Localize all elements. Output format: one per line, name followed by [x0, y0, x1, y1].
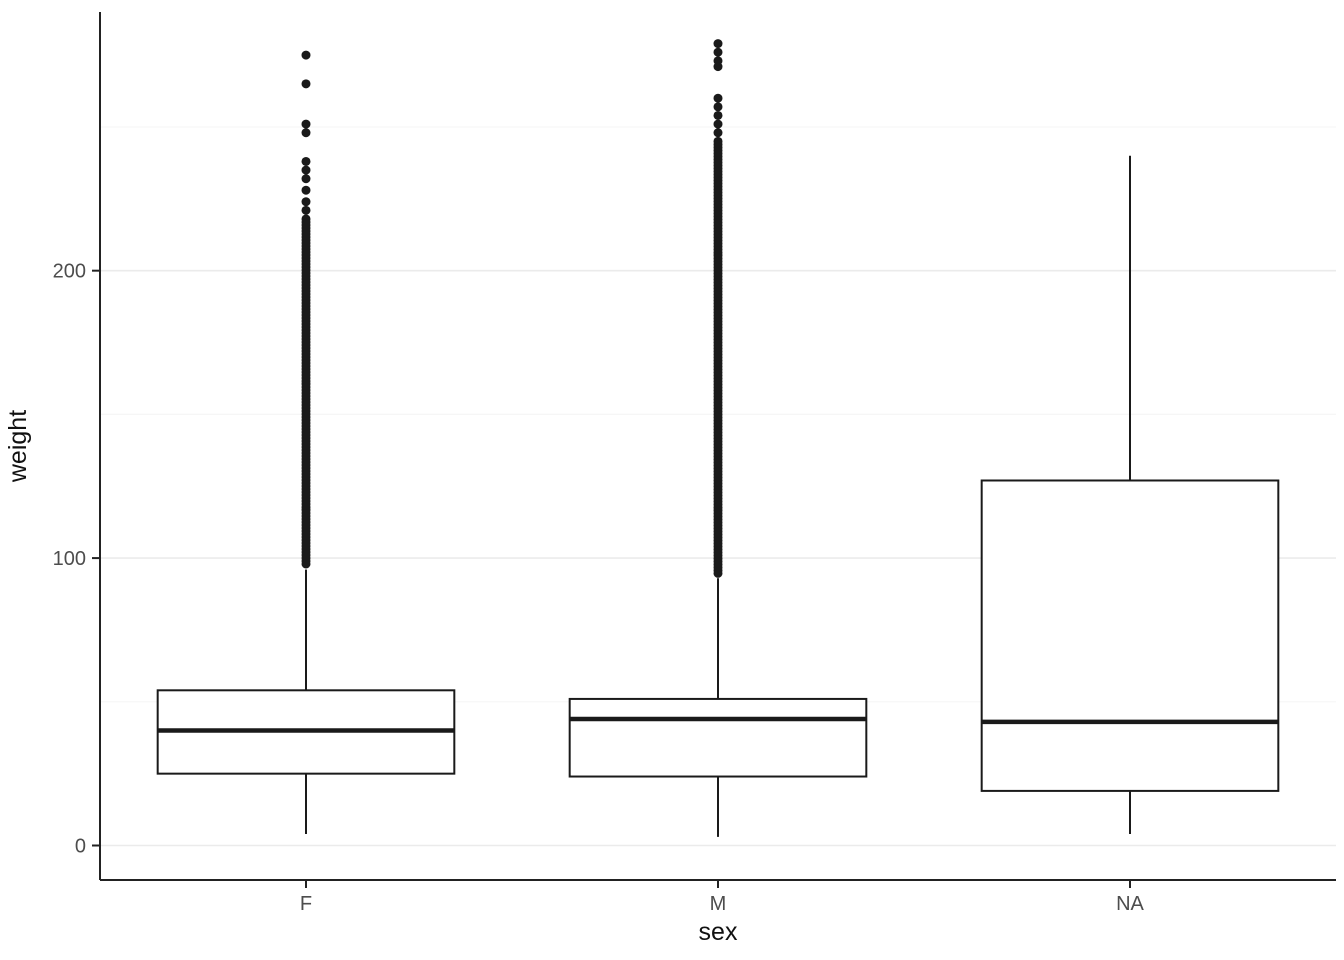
- outlier-point: [713, 102, 723, 112]
- iqr-box: [980, 479, 1280, 792]
- y-tick-label: 0: [75, 836, 86, 858]
- outlier-point: [713, 47, 723, 57]
- outlier-point: [301, 119, 311, 129]
- outlier-point: [301, 128, 311, 138]
- y-tick-label: 200: [53, 261, 86, 283]
- boxplot-M: [568, 39, 868, 837]
- boxplot-F: [156, 50, 456, 835]
- outlier-point: [301, 559, 311, 569]
- outlier-point: [301, 156, 311, 166]
- x-tick-label: F: [300, 893, 312, 915]
- outlier-point: [713, 119, 723, 129]
- y-axis-label: weight: [4, 410, 32, 483]
- outlier-point: [713, 128, 723, 138]
- x-tick-label: M: [710, 893, 727, 915]
- outlier-point: [301, 205, 311, 215]
- outlier-point: [301, 165, 311, 175]
- outlier-point: [713, 110, 723, 120]
- outlier-point: [713, 39, 723, 49]
- x-tick-label: NA: [1116, 893, 1144, 915]
- outlier-point: [301, 185, 311, 195]
- outlier-point: [301, 174, 311, 184]
- x-axis-label: sex: [699, 918, 738, 946]
- outlier-point: [713, 93, 723, 103]
- outlier-point: [713, 56, 723, 66]
- chart-render-root: 0 100 200 F M NA: [53, 12, 1336, 915]
- outlier-point: [301, 197, 311, 207]
- boxplot-NA: [980, 155, 1280, 835]
- outlier-point: [713, 568, 723, 578]
- outlier-point: [301, 50, 311, 60]
- outlier-point: [301, 79, 311, 89]
- y-tick-label: 100: [53, 548, 86, 570]
- iqr-box: [568, 697, 868, 778]
